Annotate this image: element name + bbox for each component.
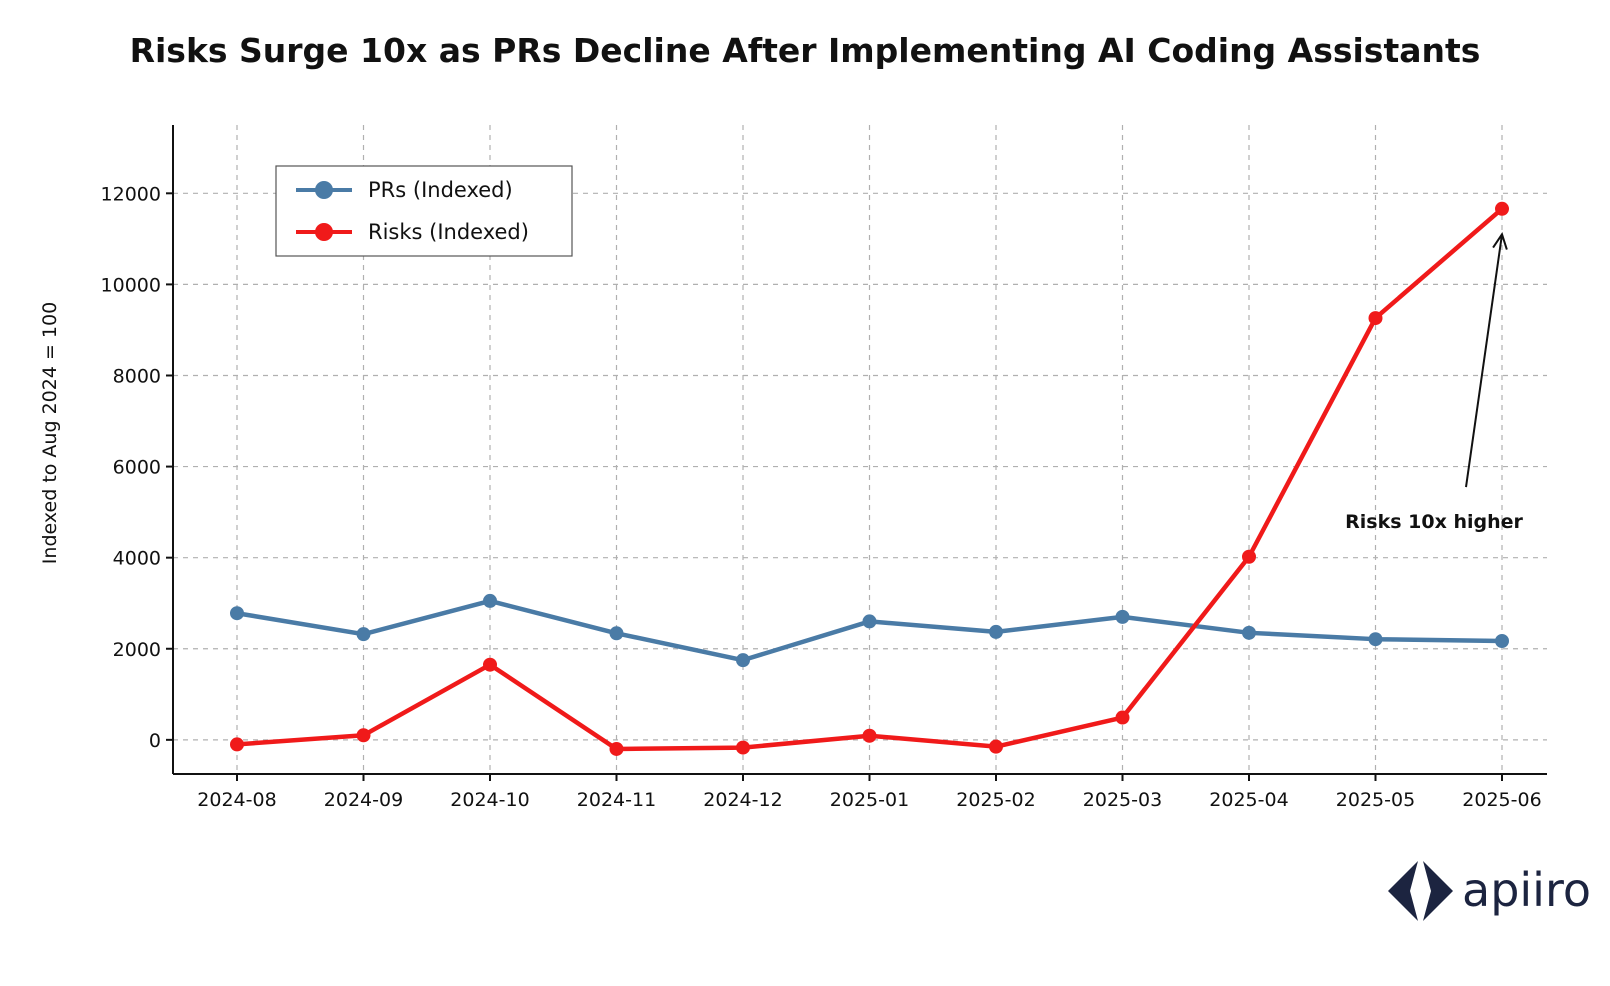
x-tick-label-2024-09: 2024-09 [324,789,403,811]
x-tick-label-2025-01: 2025-01 [830,789,909,811]
point-risks-2025-01 [862,728,877,743]
point-prs-2025-03 [1115,609,1130,624]
legend-label-risks: Risks (Indexed) [368,220,529,244]
x-tick-label-2024-10: 2024-10 [450,789,529,811]
y-tick-label-2000: 2000 [113,639,161,661]
series-risks [230,201,1509,756]
legend-item-risks: Risks (Indexed) [296,220,529,244]
y-tick-label-4000: 4000 [113,548,161,570]
y-axis-label: Indexed to Aug 2024 = 100 [39,302,61,564]
point-prs-2025-02 [989,624,1003,639]
point-prs-2024-11 [609,626,624,641]
legend-item-prs: PRs (Indexed) [296,178,513,202]
point-risks-2025-06 [1495,201,1509,216]
annotation-arrowhead [1492,232,1508,250]
point-risks-2024-11 [609,741,624,756]
annotation-arrow [1465,234,1503,488]
point-prs-2024-10 [483,593,497,608]
point-prs-2024-08 [230,606,244,621]
legend-box [275,165,573,257]
x-tick-label-2025-05: 2025-05 [1336,789,1415,811]
point-prs-2025-06 [1495,634,1509,649]
y-tick-label-8000: 8000 [113,365,161,387]
point-prs-2024-12 [736,653,750,668]
point-prs-2025-01 [862,614,877,629]
x-tick-label-2025-03: 2025-03 [1083,789,1162,811]
x-tick-label-2025-02: 2025-02 [956,789,1035,811]
point-risks-2024-08 [230,737,244,752]
x-tick-label-2024-08: 2024-08 [197,789,276,811]
legend: PRs (Indexed) Risks (Indexed) [275,165,573,257]
diamond-logo-icon [1388,861,1453,921]
point-risks-2025-03 [1115,710,1130,725]
point-risks-2024-10 [483,657,497,672]
point-risks-2025-04 [1242,549,1256,564]
annotation: Risks 10x higher [1345,232,1523,533]
y-axis-ticks: 0 2000 4000 6000 8000 10000 12000 [101,183,173,752]
x-axis-ticks: 2024-08 2024-09 2024-10 2024-11 2024-12 2025-… [197,774,1542,811]
point-risks-2025-02 [989,739,1003,754]
y-tick-label-10000: 10000 [101,274,161,296]
series-prs [230,593,1509,668]
point-prs-2025-04 [1242,625,1256,640]
y-tick-label-12000: 12000 [101,183,161,205]
logo-wordmark: apiiro [1462,863,1591,917]
y-tick-label-6000: 6000 [113,457,161,479]
legend-marker-risks [315,223,333,241]
apiiro-logo: apiiro [1388,861,1591,921]
point-prs-2024-09 [356,627,371,642]
x-tick-label-2024-11: 2024-11 [577,789,656,811]
legend-label-prs: PRs (Indexed) [368,178,513,202]
point-prs-2025-05 [1368,632,1383,647]
axes [172,125,1547,775]
point-risks-2024-09 [356,728,371,743]
y-tick-label-0: 0 [149,730,161,752]
point-risks-2024-12 [736,740,750,755]
series [230,201,1509,756]
legend-marker-prs [315,181,333,199]
x-tick-label-2025-06: 2025-06 [1462,789,1541,811]
x-tick-label-2025-04: 2025-04 [1209,789,1288,811]
annotation-label: Risks 10x higher [1345,511,1523,533]
point-risks-2025-05 [1368,311,1383,326]
chart-title: Risks Surge 10x as PRs Decline After Imp… [130,31,1481,70]
x-tick-label-2024-12: 2024-12 [703,789,782,811]
